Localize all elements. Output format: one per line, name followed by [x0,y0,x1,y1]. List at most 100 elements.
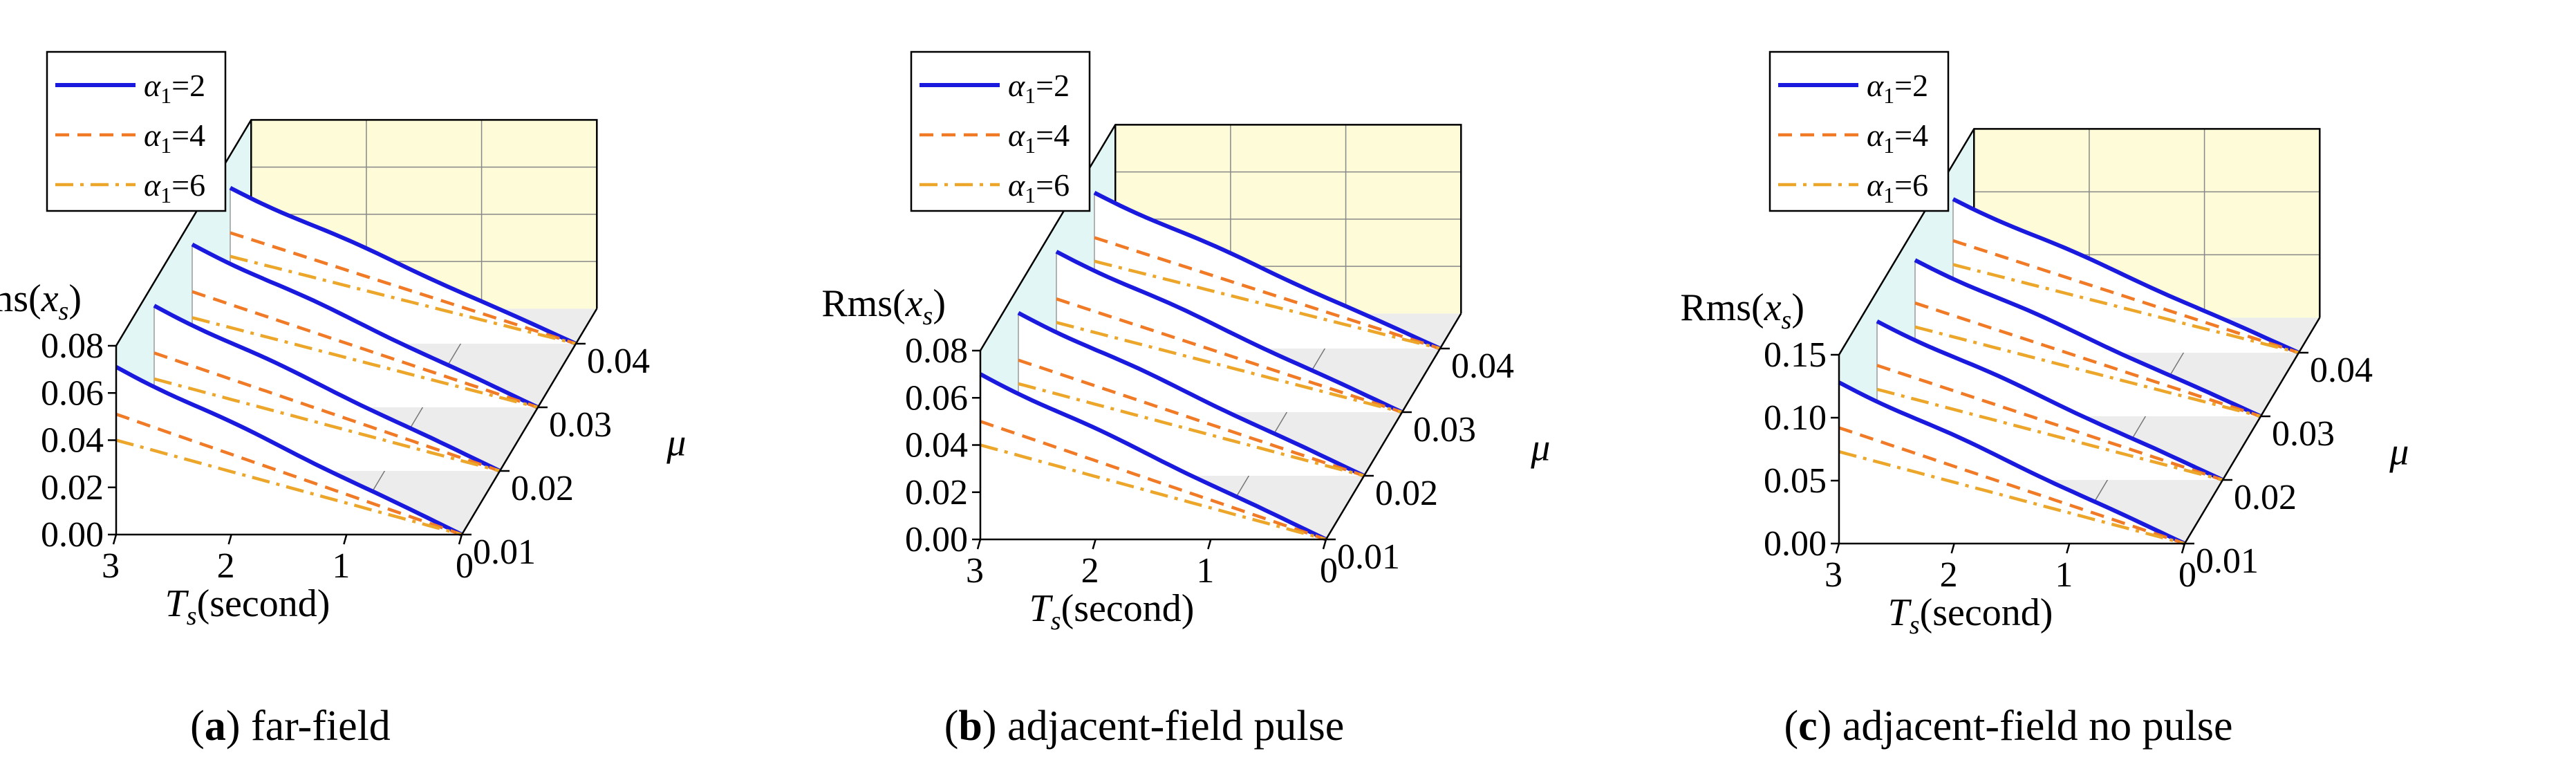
x-tick-label: 2 [217,546,235,586]
legend-label: α1=2 [1008,68,1070,108]
legend-label: α1=6 [1867,167,1928,207]
series-line-dashed [1018,358,1365,478]
x-tick-mark [1950,543,1955,554]
mu-tick-label: 0.03 [1413,410,1476,450]
caption: (c) adjacent-field no pulse [1784,703,2233,750]
series-line-solid [1952,197,2300,355]
series-line-dashed [1876,364,2223,482]
z-tick-label: 0.02 [905,473,968,512]
z-axis-title: Rms(xs) [821,282,946,331]
mu-axis-line [1325,313,1462,540]
mu-tick-label: 0.01 [2196,541,2259,581]
mu-tick-label: 0.02 [2234,478,2297,517]
x-tick-label: 0 [1320,551,1338,591]
mu-tick-label: 0.01 [1337,537,1400,577]
series-line-dashdot [1876,387,2223,482]
legend-label: α1=4 [144,118,205,158]
series-line-dashed [153,351,501,473]
series-line-solid [1838,380,2186,546]
series-line-dashdot [1914,325,2261,418]
series-line-dashed [1952,239,2299,355]
z-axis-title: Rms(xs) [0,277,82,326]
z-tick-label: 0.08 [41,326,104,366]
x-tick-label: 1 [1196,551,1214,591]
x-tick-mark [2066,543,2071,554]
mu-tick-label: 0.02 [1375,474,1438,513]
mu-axis-title: μ [666,421,686,464]
series-line-dashdot [153,377,501,473]
series-line-solid [1914,258,2262,418]
x-tick-mark [2181,543,2186,554]
mu-tick-label: 0.04 [1451,346,1514,386]
series-line-dashed [1838,426,2185,546]
x-tick-label: 3 [966,551,984,591]
x-axis-title: Ts(second) [1888,591,2053,640]
x-tick-label: 0 [2178,555,2196,595]
series-line-dashed [192,290,539,409]
legend-label: α1=2 [144,68,205,108]
mu-axis-title: μ [1530,426,1550,469]
z-tick-label: 0.06 [41,373,104,413]
series-line-dashdot [1056,321,1403,414]
series-line-dashdot [1018,382,1365,478]
chart-panel-c: 3 2 1 0 0.01 0.02 0.03 0.04 0.15 0.10 0.05 0.00 Rms(… [1680,50,2409,750]
box-outline [979,124,1462,351]
x-tick-mark [112,534,118,545]
mu-tick-label: 0.01 [473,532,536,572]
series-line-dashed [1056,297,1403,414]
legend-label: α1=4 [1867,118,1928,158]
z-tick-label: 0.08 [905,331,968,371]
x-tick-label: 3 [1824,555,1842,595]
mu-tick-label: 0.03 [549,405,612,445]
series-line-solid [1876,319,2224,482]
legend-label: α1=6 [144,167,205,207]
series-line-dashed [115,412,463,537]
x-tick-label: 2 [1081,551,1099,591]
z-tick-label: 0.05 [1764,461,1827,501]
x-tick-label: 1 [332,546,350,586]
chart-panel-a: 3 2 1 0 0.01 0.02 0.03 0.04 0.08 0.06 0.04 0.02 0.00… [0,50,686,750]
mu-tick-label: 0.04 [587,342,650,381]
series-line-dashdot [115,438,463,537]
caption: (a) far-field [190,703,391,750]
box-outline [115,119,598,346]
x-tick-mark [227,534,232,545]
series-line-dashdot [980,443,1327,541]
z-tick-label: 0.00 [41,515,104,555]
series-line-dashdot [1094,259,1441,351]
z-tick-label: 0.10 [1764,398,1827,438]
series-line-solid [153,304,501,473]
mu-axis-line [460,308,598,535]
legend-box [910,50,1091,212]
x-tick-mark [976,539,982,550]
x-tick-mark [343,534,348,545]
series-line-solid [979,372,1327,541]
legend-label: α1=6 [1008,167,1070,207]
z-tick-label: 0.04 [905,426,968,465]
x-tick-mark [1207,539,1212,550]
mu-tick-label: 0.04 [2310,351,2373,390]
x-tick-mark [458,534,463,545]
x-tick-mark [1322,539,1327,550]
z-tick-label: 0.02 [41,468,104,508]
z-tick-label: 0.15 [1764,335,1827,375]
x-axis-title: Ts(second) [165,582,330,631]
series-line-dashdot [230,254,577,346]
series-line-solid [1017,311,1365,478]
x-axis-title: Ts(second) [1029,587,1195,636]
series-line-dashdot [1952,263,2299,355]
series-line-dashed [1914,302,2261,418]
z-tick-label: 0.06 [905,378,968,418]
x-tick-label: 3 [102,546,120,586]
series-line-solid [1055,250,1403,414]
x-tick-label: 2 [1940,555,1958,595]
x-tick-label: 1 [2055,555,2073,595]
x-tick-mark [1092,539,1096,550]
legend-box [1768,50,1950,212]
series-line-dashed [980,420,1327,541]
z-tick-label: 0.00 [1764,524,1827,564]
x-tick-label: 0 [456,546,474,586]
mu-tick-label: 0.02 [511,469,574,508]
